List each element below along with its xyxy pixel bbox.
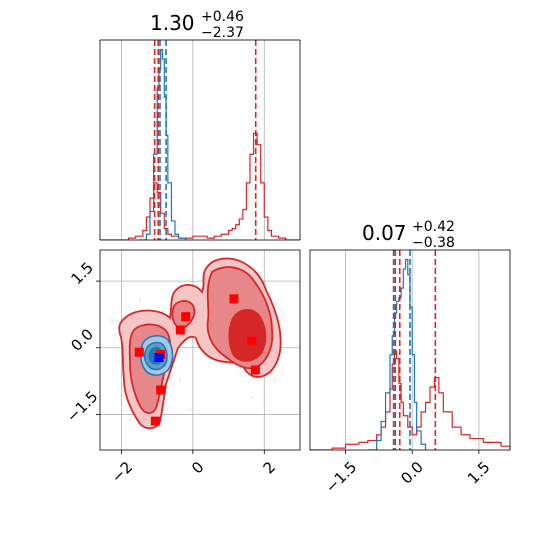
x-tick-label: −1.5	[322, 458, 360, 496]
bottom-left-markers	[134, 294, 260, 426]
red-marker	[229, 294, 239, 304]
y-tick-label: 1.5	[67, 259, 97, 289]
x-tick-label: 2	[260, 458, 279, 477]
bottom-left-y-ticks: 1.5 0.0 −1.5	[63, 259, 101, 426]
y-tick-label: 0.0	[67, 325, 97, 355]
x-tick-label: 1.5	[464, 458, 494, 488]
y-tick-label: −1.5	[63, 387, 101, 425]
bottom-right-title-upper: +0.42	[412, 219, 455, 235]
blue-marker	[154, 353, 164, 363]
bottom-right-axes-frame	[309, 249, 511, 451]
bottom-left-axes-frame	[99, 249, 301, 451]
bottom-right-x-ticks: −1.5 0.0 1.5	[322, 450, 494, 497]
bottom-right-histogram-panel: −1.5 0.0 1.5 0.07 +0.42 −0.38	[309, 219, 511, 497]
top-left-title-upper: +0.46	[201, 9, 244, 25]
histogram-blue-series	[367, 258, 427, 450]
red-contour-inner	[228, 309, 267, 362]
bottom-right-title: 0.07 +0.42 −0.38	[362, 219, 455, 251]
top-left-title-lower: −2.37	[201, 25, 244, 41]
top-left-axes-frame	[99, 39, 301, 241]
top-left-title: 1.30 +0.46 −2.37	[150, 9, 244, 41]
x-tick-label: 0.0	[397, 458, 427, 488]
red-marker	[250, 365, 260, 375]
red-marker	[175, 325, 185, 335]
histogram-blue-series	[139, 48, 187, 240]
bottom-left-contour-panel: −2 0 2 1.5 0.0 −1.5	[63, 249, 301, 486]
x-tick-label: 0	[188, 458, 207, 477]
bottom-right-histogram-series	[310, 258, 510, 450]
red-marker	[247, 336, 257, 346]
histogram-red-series	[100, 132, 300, 240]
bottom-right-quantile-lines	[392, 250, 437, 450]
red-marker	[181, 312, 191, 322]
red-marker	[150, 416, 160, 426]
top-left-title-value: 1.30	[150, 11, 195, 35]
bottom-right-title-value: 0.07	[362, 221, 407, 245]
bottom-left-x-ticks: −2 0 2	[108, 450, 279, 486]
red-marker	[134, 347, 144, 357]
top-left-quantile-lines	[153, 40, 257, 240]
red-marker	[156, 385, 166, 395]
histogram-red-series	[310, 350, 510, 450]
top-left-histogram-series	[100, 48, 300, 240]
bottom-right-title-lower: −0.38	[412, 235, 455, 251]
x-tick-label: −2	[108, 458, 136, 486]
top-left-histogram-panel: 1.30 +0.46 −2.37	[99, 9, 301, 241]
